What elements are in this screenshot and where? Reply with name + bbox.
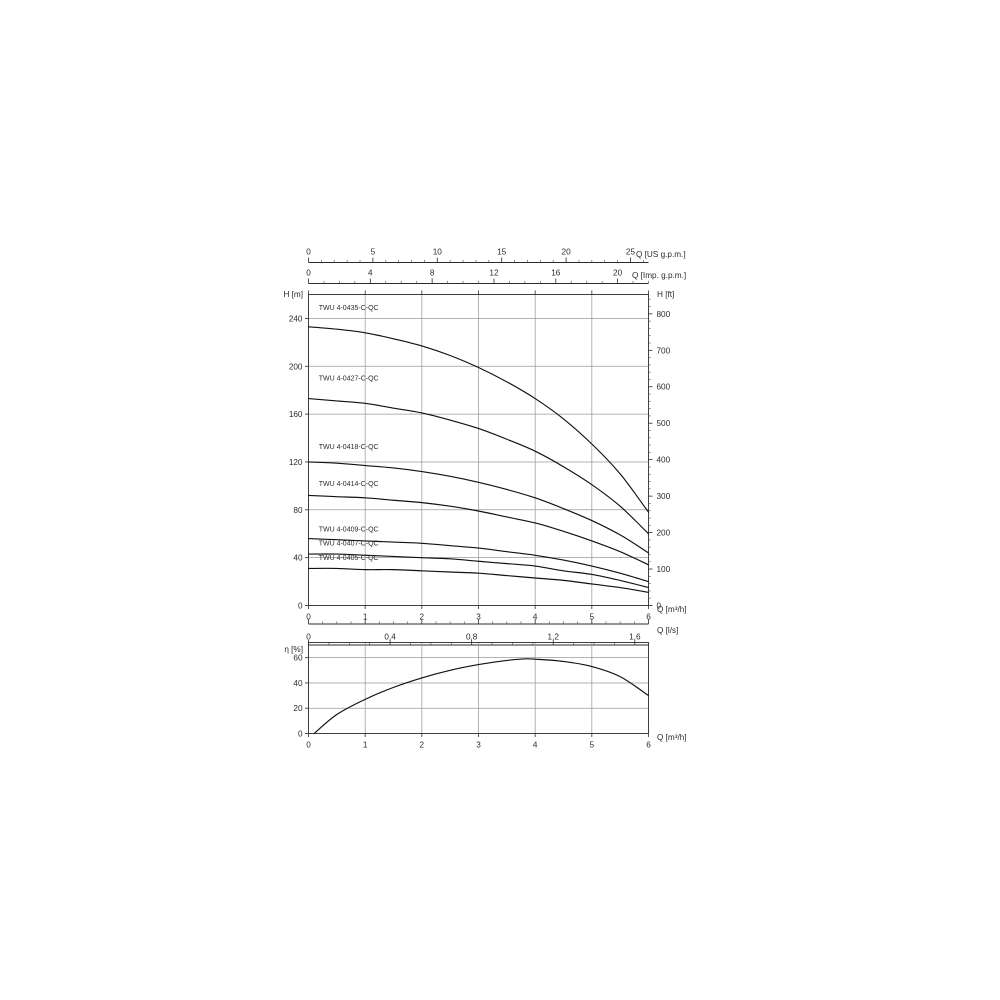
head-right-tick-label: 400 bbox=[657, 456, 671, 465]
eff-x-axis-title: Q [m³/h] bbox=[657, 733, 687, 742]
eff-curve bbox=[313, 658, 650, 735]
top-rulers: 0 5 10 15 20 25 0 4 8 12 16 20 bbox=[306, 248, 649, 295]
head-right-tick-label: 200 bbox=[657, 529, 671, 538]
eff-grid bbox=[308, 642, 649, 734]
ls-tick-label: 0,4 bbox=[384, 633, 396, 642]
curve-label-2: TWU 4-0418-C-QC bbox=[319, 444, 379, 451]
imp-gpm-axis-label: 12 bbox=[489, 269, 499, 278]
head-curve-labels: TWU 4-0435-C-QC TWU 4-0427-C-QC TWU 4-0418… bbox=[319, 305, 379, 562]
head-curve-2 bbox=[307, 461, 650, 554]
head-y-tick-label: 40 bbox=[293, 554, 303, 563]
us-gpm-axis-label: 0 bbox=[306, 248, 311, 257]
head-right-tick-label: 300 bbox=[657, 492, 671, 501]
curve-label-5: TWU 4-0407-C-QC bbox=[319, 541, 379, 548]
eff-y-axis-title: η [%] bbox=[284, 645, 303, 654]
eff-x-tick-label: 2 bbox=[420, 741, 425, 750]
curve-label-6: TWU 4-0405-C-QC bbox=[319, 555, 379, 562]
head-y-tick-label: 200 bbox=[289, 362, 303, 371]
head-x-tick-label: 4 bbox=[533, 613, 538, 622]
head-x-axis-title: Q [m³/h] bbox=[657, 605, 687, 614]
head-curves bbox=[307, 326, 650, 593]
head-x-tick-label: 2 bbox=[420, 613, 425, 622]
head-tick-labels: 0 40 80 120 160 200 240 0 100 200 300 400 500 600 700 8… bbox=[289, 310, 671, 611]
imp-gpm-axis-label: 16 bbox=[551, 269, 561, 278]
eff-x-tick-label: 5 bbox=[590, 741, 595, 750]
head-x-tick-label: 1 bbox=[363, 613, 368, 622]
head-right-axis-title: H [ft] bbox=[657, 290, 674, 299]
ls-tick-label: 1,6 bbox=[629, 633, 641, 642]
curve-label-0: TWU 4-0435-C-QC bbox=[319, 305, 379, 312]
head-curve-0 bbox=[307, 326, 650, 513]
efficiency-curve bbox=[313, 658, 650, 735]
head-right-tick-label: 600 bbox=[657, 383, 671, 392]
head-y-tick-label: 80 bbox=[293, 506, 303, 515]
eff-ticks bbox=[305, 657, 649, 737]
ls-tick-label: 1,2 bbox=[548, 633, 560, 642]
eff-y-tick-label: 0 bbox=[298, 730, 303, 739]
imp-gpm-axis-label: 4 bbox=[368, 269, 373, 278]
head-y-tick-label: 240 bbox=[289, 314, 303, 323]
head-x-tick-label: 5 bbox=[590, 613, 595, 622]
head-curve-4 bbox=[307, 537, 650, 583]
head-capacity-chart: 0 5 10 15 20 250 4 8 12 16 20 0 1 2 3 4 5 60 0,4 0,8 1,2 1,6… bbox=[283, 248, 687, 646]
head-right-tick-label: 0 bbox=[657, 602, 662, 611]
imp-gpm-axis-label: 8 bbox=[430, 269, 435, 278]
eff-x-tick-label: 3 bbox=[476, 741, 481, 750]
eff-y-tick-label: 40 bbox=[293, 679, 303, 688]
imp-gpm-axis-label: 20 bbox=[613, 269, 623, 278]
bottom-rulers: 0 1 2 3 4 5 6 0 0,4 0,8 1,2 1,6 bbox=[306, 613, 651, 646]
curve-label-1: TWU 4-0427-C-QC bbox=[319, 376, 379, 383]
eff-x-tick-label: 6 bbox=[646, 741, 651, 750]
head-y-axis-title: H [m] bbox=[283, 290, 303, 299]
head-x-tick-label: 3 bbox=[476, 613, 481, 622]
eff-y-tick-label: 60 bbox=[293, 654, 303, 663]
us-gpm-axis-label: 20 bbox=[562, 248, 572, 257]
head-ticks bbox=[305, 298, 653, 609]
head-y-tick-label: 120 bbox=[289, 458, 303, 467]
eff-x-tick-label: 4 bbox=[533, 741, 538, 750]
eff-x-tick-label: 0 bbox=[306, 741, 311, 750]
head-x-tick-label: 0 bbox=[306, 613, 311, 622]
ls-tick-label: 0,8 bbox=[466, 633, 478, 642]
head-right-tick-label: 700 bbox=[657, 346, 671, 355]
head-curve-5 bbox=[307, 553, 650, 589]
us-gpm-axis-label: 25 bbox=[626, 248, 636, 257]
curve-label-3: TWU 4-0414-C-QC bbox=[319, 481, 379, 488]
eff-x-tick-label: 1 bbox=[363, 741, 368, 750]
head-curve-6 bbox=[307, 567, 650, 593]
head-y-tick-label: 0 bbox=[298, 602, 303, 611]
head-curve-3 bbox=[307, 494, 650, 566]
head-right-tick-label: 800 bbox=[657, 310, 671, 319]
top-axis-title-imp-gpm: Q [Imp. g.p.m.] bbox=[632, 271, 686, 280]
imp-gpm-axis-label: 0 bbox=[306, 269, 311, 278]
us-gpm-axis-label: 10 bbox=[433, 248, 443, 257]
head-right-tick-label: 500 bbox=[657, 419, 671, 428]
head-y-tick-label: 160 bbox=[289, 410, 303, 419]
curve-label-4: TWU 4-0409-C-QC bbox=[319, 526, 379, 533]
us-gpm-axis-label: 15 bbox=[497, 248, 507, 257]
eff-y-tick-label: 20 bbox=[293, 704, 303, 713]
ls-tick-label: 0 bbox=[306, 633, 311, 642]
head-right-tick-label: 100 bbox=[657, 565, 671, 574]
head-curve-1 bbox=[307, 397, 650, 535]
head-x-axis-title-ls: Q [l/s] bbox=[657, 626, 678, 635]
head-x-tick-label: 6 bbox=[646, 613, 651, 622]
top-axis-title-us-gpm: Q [US g.p.m.] bbox=[636, 250, 686, 259]
us-gpm-axis-label: 5 bbox=[371, 248, 376, 257]
